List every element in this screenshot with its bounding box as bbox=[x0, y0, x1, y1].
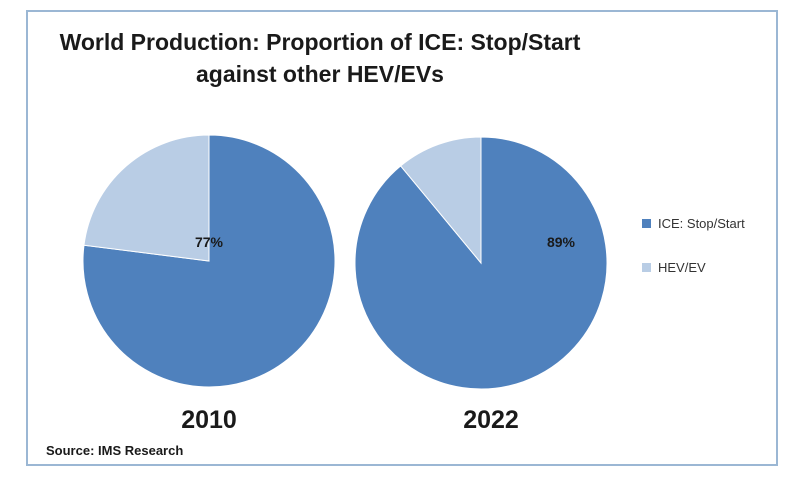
pie-slice-2010-hev-ev bbox=[83, 134, 210, 262]
legend-swatch-hev bbox=[642, 263, 651, 272]
pie-2022 bbox=[354, 136, 608, 390]
pie-label-2022: 2022 bbox=[463, 406, 519, 434]
legend-swatch-ice bbox=[642, 219, 651, 228]
legend-label-hev: HEV/EV bbox=[658, 260, 706, 275]
pie-2010 bbox=[82, 134, 336, 388]
legend-label-ice: ICE: Stop/Start bbox=[658, 216, 745, 231]
pie-slice-2022-hev-ev bbox=[399, 136, 482, 265]
pie-slice-2010-ice-stop-start bbox=[82, 134, 336, 388]
chart-title: World Production: Proportion of ICE: Sto… bbox=[40, 26, 600, 90]
chart-title-line-1: World Production: Proportion of ICE: Sto… bbox=[59, 29, 581, 55]
chart-title-line-2: against other HEV/EVs bbox=[196, 61, 444, 87]
data-label-2010: 77% bbox=[195, 234, 224, 250]
pie-label-2010: 2010 bbox=[181, 406, 237, 434]
data-label-2022: 89% bbox=[547, 234, 576, 250]
source-note: Source: IMS Research bbox=[46, 443, 184, 458]
legend: ICE: Stop/Start HEV/EV bbox=[642, 216, 745, 275]
